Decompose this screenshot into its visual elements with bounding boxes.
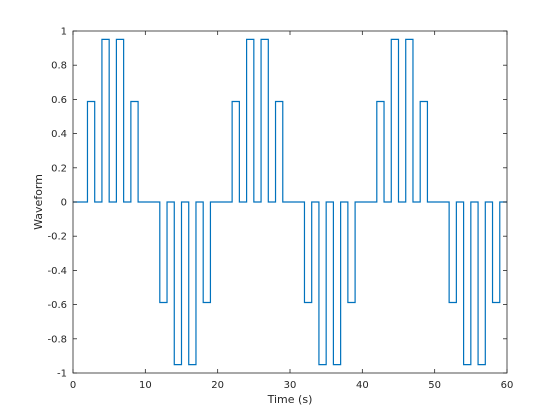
x-tick-label: 30 bbox=[284, 380, 297, 391]
y-tick-label: -0.8 bbox=[47, 334, 67, 345]
y-tick-label: 0 bbox=[61, 198, 67, 209]
y-axis-label: Waveform bbox=[32, 174, 45, 230]
x-tick-label: 50 bbox=[428, 380, 441, 391]
x-tick-label: 10 bbox=[139, 380, 152, 391]
x-tick-label: 0 bbox=[70, 380, 76, 391]
waveform-series-line bbox=[73, 38, 507, 366]
y-axis-ticks: 1 0.8 0.6 0.4 0.2 0 -0.2 -0.4 -0.6 -0.8 -1 bbox=[47, 27, 507, 380]
x-axis-label: Time (s) bbox=[267, 393, 313, 406]
y-tick-label: 0.2 bbox=[51, 163, 67, 174]
y-tick-label: -1 bbox=[57, 369, 67, 380]
x-tick-label: 40 bbox=[356, 380, 369, 391]
y-tick-label: -0.6 bbox=[47, 300, 67, 311]
y-tick-label: 0.4 bbox=[51, 129, 67, 140]
y-tick-label: -0.2 bbox=[47, 232, 67, 243]
y-tick-label: 0.6 bbox=[51, 95, 67, 106]
x-tick-label: 60 bbox=[501, 380, 514, 391]
y-tick-label: 0.8 bbox=[51, 61, 67, 72]
x-axis-ticks: 0 10 20 30 40 50 60 bbox=[70, 31, 514, 391]
y-tick-label: -0.4 bbox=[47, 266, 67, 277]
series-layer bbox=[73, 38, 507, 366]
x-tick-label: 20 bbox=[211, 380, 224, 391]
y-tick-label: 1 bbox=[61, 27, 67, 38]
